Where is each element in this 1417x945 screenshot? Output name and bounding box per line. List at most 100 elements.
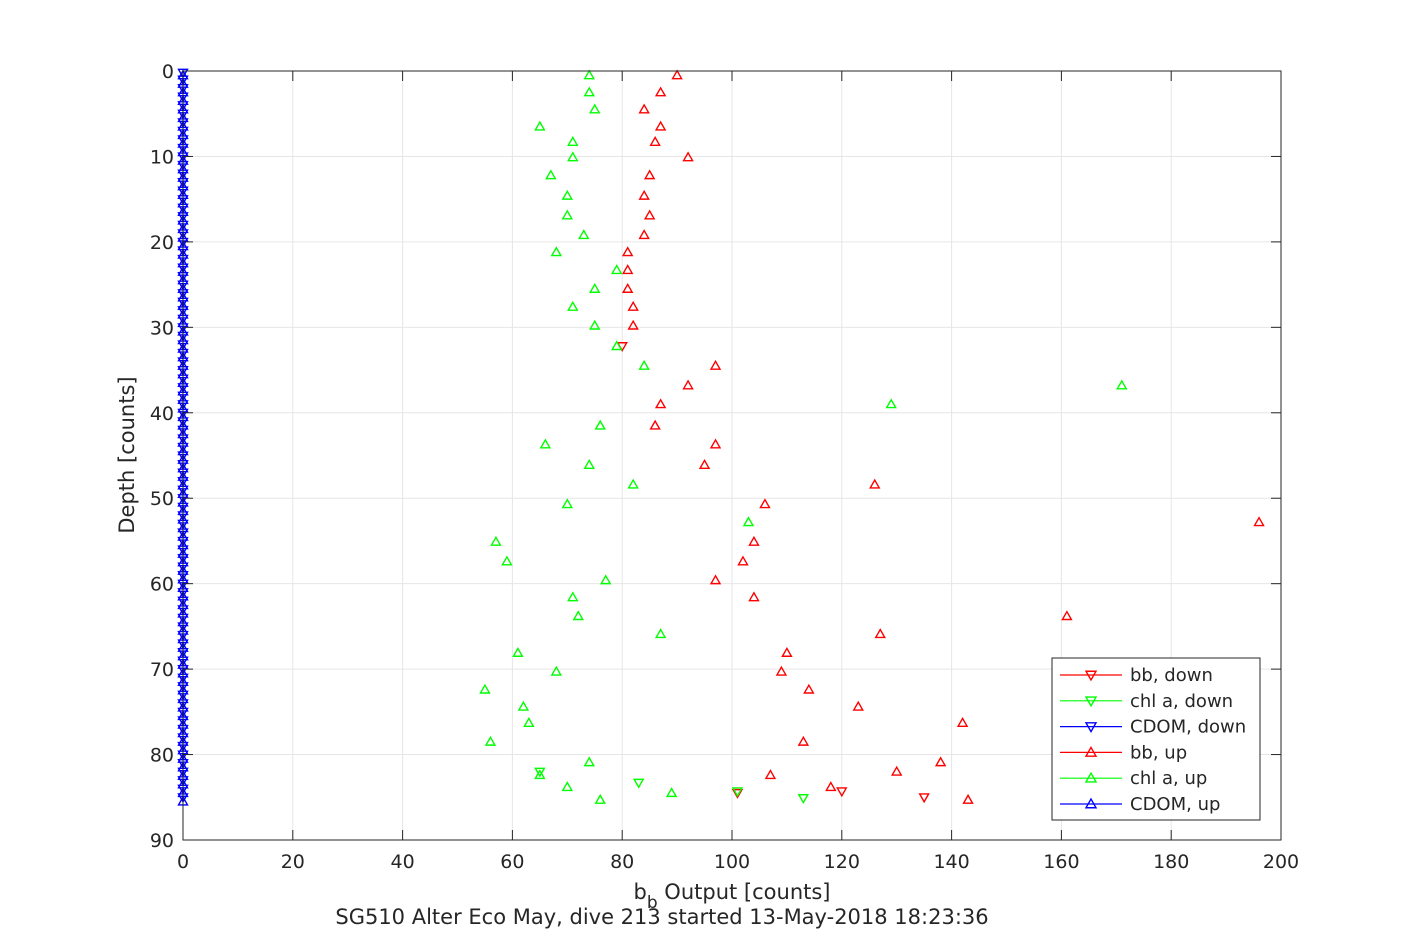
legend-marker	[1084, 745, 1098, 757]
data-point	[611, 264, 623, 275]
data-point	[698, 458, 711, 469]
y-tick-label: 10	[150, 146, 174, 168]
data-point	[775, 665, 788, 676]
x-tick-label: 20	[281, 851, 305, 873]
data-point	[545, 169, 557, 180]
x-tick-label: 40	[391, 851, 415, 873]
x-axis-title: bb Output [counts]	[633, 880, 830, 913]
x-axis-title-rest: Output [counts]	[658, 880, 831, 904]
y-tick-label: 90	[150, 830, 174, 852]
data-point	[567, 300, 579, 311]
data-point	[803, 683, 815, 694]
y-tick-label: 20	[150, 232, 174, 254]
data-point	[709, 438, 722, 449]
legend-marker	[1084, 670, 1098, 682]
data-point	[764, 769, 777, 780]
y-tick-label: 70	[150, 659, 174, 681]
data-point	[484, 735, 497, 746]
data-point	[731, 788, 744, 799]
x-tick-label: 60	[500, 851, 524, 873]
data-point	[682, 151, 694, 162]
legend-label: chl a, up	[1130, 768, 1207, 789]
data-point	[874, 628, 886, 639]
y-tick-label: 40	[150, 403, 174, 425]
data-point	[797, 735, 810, 746]
y-tick-label: 30	[150, 317, 174, 339]
y-tick-label: 80	[150, 745, 174, 767]
data-point	[649, 419, 661, 430]
axis-ticks: 0 20 40 60 80 100 120 140 160 180 200 0 10 20 30 40 50 60…	[150, 61, 1299, 873]
data-point	[627, 300, 639, 311]
y-tick-label: 60	[150, 574, 174, 596]
data-point	[665, 787, 678, 798]
data-point	[934, 756, 947, 767]
legend-label: chl a, down	[1130, 691, 1233, 712]
data-point	[578, 229, 590, 240]
data-point	[956, 717, 969, 728]
x-tick-label: 80	[610, 851, 634, 873]
x-tick-label: 200	[1263, 851, 1299, 873]
data-point	[1253, 516, 1265, 527]
data-point	[534, 769, 546, 780]
data-point	[567, 136, 579, 146]
data-point	[1061, 610, 1073, 621]
data-point	[583, 86, 595, 97]
legend: bb, down chl a, down CDOM, down bb, up chl a…	[1051, 657, 1261, 821]
data-point	[781, 646, 793, 657]
data-point	[632, 778, 645, 789]
data-point	[539, 438, 552, 449]
data-point	[589, 103, 601, 114]
data-point	[748, 535, 760, 546]
data-point	[890, 765, 903, 776]
data-point	[797, 794, 810, 805]
legend-box	[1051, 657, 1261, 821]
legend-label: bb, down	[1130, 665, 1213, 686]
data-point	[583, 756, 595, 767]
data-point	[643, 209, 656, 220]
data-point	[638, 189, 650, 200]
data-point	[885, 398, 897, 409]
data-point	[561, 781, 574, 792]
data-point	[627, 319, 639, 330]
data-point	[621, 282, 634, 293]
data-point	[534, 767, 546, 778]
data-point	[731, 787, 744, 798]
x-axis-title-main: b	[633, 880, 646, 904]
data-point	[825, 781, 837, 792]
x-tick-label: 160	[1043, 851, 1079, 873]
data-point	[709, 574, 722, 585]
data-point	[594, 419, 606, 430]
series-chl-a-down	[534, 767, 810, 805]
data-point	[836, 787, 848, 798]
legend-marker	[1084, 722, 1098, 734]
data-point	[621, 246, 634, 257]
data-point	[638, 103, 650, 114]
legend-marker	[1084, 771, 1098, 783]
x-tick-label: 120	[824, 851, 860, 873]
data-point	[594, 793, 606, 804]
data-point	[638, 359, 650, 370]
data-point	[490, 535, 502, 546]
data-point	[561, 498, 574, 509]
data-point	[583, 458, 595, 469]
data-point	[654, 398, 667, 409]
data-point	[742, 516, 755, 527]
data-point	[589, 319, 601, 330]
data-point	[600, 574, 612, 585]
data-point	[589, 282, 601, 293]
data-point	[621, 264, 634, 275]
y-tick-label: 50	[150, 488, 174, 510]
data-point	[561, 209, 574, 220]
series-bb-up	[621, 69, 1265, 804]
data-point	[517, 700, 530, 711]
legend-label: CDOM, down	[1130, 717, 1246, 738]
legend-marker	[1084, 696, 1098, 708]
data-point	[567, 591, 579, 602]
data-point	[682, 379, 694, 390]
data-point	[583, 69, 595, 80]
data-point	[479, 683, 491, 694]
data-point	[654, 120, 667, 131]
data-point	[748, 591, 760, 602]
data-point	[550, 246, 563, 257]
